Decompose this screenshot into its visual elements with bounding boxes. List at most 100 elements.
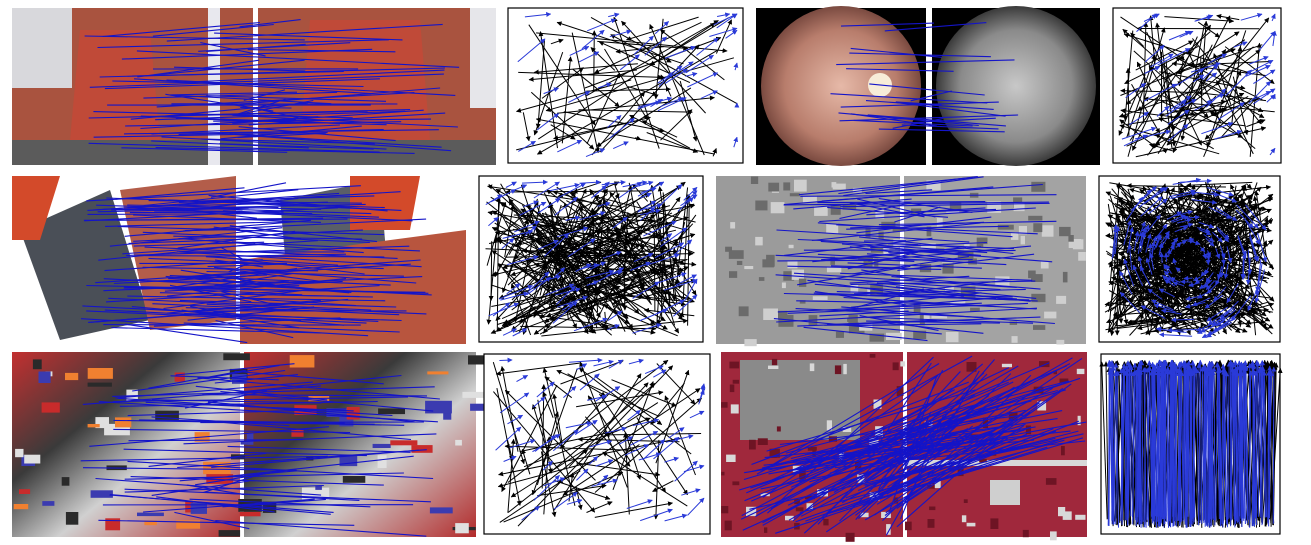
aerial-block xyxy=(1033,325,1045,330)
infrared-block xyxy=(1050,531,1057,540)
aerial-block xyxy=(832,182,837,187)
aerial-block xyxy=(1011,232,1018,240)
aerial-block xyxy=(792,270,804,280)
aerial-block xyxy=(1063,272,1068,283)
infrared-block xyxy=(893,362,899,370)
infrared-block xyxy=(846,533,855,542)
aerial-block xyxy=(1044,312,1056,319)
aerial-block xyxy=(849,315,858,324)
graffiti-stroke xyxy=(66,512,78,525)
panel-aerial-gray-pair xyxy=(716,176,1086,346)
infrared-block xyxy=(772,359,777,365)
aerial-block xyxy=(755,237,763,246)
infrared-block xyxy=(900,361,905,366)
infrared-block xyxy=(990,518,998,529)
infrared-block xyxy=(1077,369,1085,374)
infrared-block xyxy=(1046,478,1057,485)
graffiti-stroke xyxy=(14,504,29,509)
graffiti-stroke xyxy=(378,455,387,468)
aerial-block xyxy=(1028,216,1042,221)
graffiti-stroke xyxy=(65,373,78,380)
infrared-block xyxy=(726,455,736,462)
infrared-block xyxy=(929,507,935,511)
panel-graffiti-pair xyxy=(12,352,493,537)
graffiti-stroke xyxy=(240,512,261,517)
inlier-vector xyxy=(1230,360,1231,518)
graffiti-stroke xyxy=(427,371,448,374)
fountain-left-pipe xyxy=(208,8,220,165)
graffiti-stroke xyxy=(19,489,30,494)
infrared-block xyxy=(967,523,976,527)
graffiti-stroke xyxy=(115,417,131,427)
graffiti-stroke xyxy=(15,449,23,457)
infrared-block xyxy=(962,515,966,522)
graffiti-stroke xyxy=(455,440,462,446)
graffiti-stroke xyxy=(137,513,164,517)
graffiti-stroke xyxy=(62,477,70,486)
infrared-block xyxy=(764,527,767,533)
aerial-block xyxy=(768,183,779,192)
infrared-block xyxy=(1061,446,1065,455)
graffiti-stroke xyxy=(390,440,417,445)
panel-house-model-pair xyxy=(12,176,466,344)
aerial-block xyxy=(1028,271,1036,279)
infrared-block xyxy=(721,506,728,513)
infrared-block xyxy=(730,385,735,393)
aerial-block xyxy=(762,259,774,267)
inlier-vector xyxy=(1204,364,1205,523)
aerial-block xyxy=(739,306,749,316)
aerial-block xyxy=(813,296,828,300)
infrared-block xyxy=(721,472,724,476)
inlier-vector xyxy=(499,360,512,361)
infrared-block xyxy=(768,366,778,369)
aerial-block xyxy=(730,222,735,228)
aerial-block xyxy=(1056,340,1064,345)
aerial-block xyxy=(1059,227,1071,236)
outlier-vector xyxy=(594,31,595,90)
aerial-block xyxy=(827,267,841,272)
graffiti-stroke xyxy=(411,445,432,453)
graffiti-stroke xyxy=(373,444,391,448)
graffiti-stroke xyxy=(219,530,241,537)
infrared-block xyxy=(823,519,828,526)
aerial-block xyxy=(1021,236,1025,245)
infrared-block xyxy=(777,426,781,431)
graffiti-stroke xyxy=(247,433,254,445)
aerial-block xyxy=(755,201,767,211)
infrared-block xyxy=(729,362,739,369)
infrared-block xyxy=(749,440,756,450)
graffiti-stroke xyxy=(291,429,303,437)
graffiti-stroke xyxy=(91,490,113,498)
retina-angiogram-disc xyxy=(936,6,1096,166)
inlier-vector xyxy=(1273,367,1274,524)
infrared-block xyxy=(796,507,804,511)
graffiti-stroke xyxy=(223,353,250,360)
aerial-block xyxy=(782,283,786,289)
aerial-block xyxy=(814,206,828,216)
inlier-vector xyxy=(1166,253,1167,262)
infrared-block xyxy=(1002,364,1012,367)
graffiti-stroke xyxy=(33,359,42,369)
infrared-block xyxy=(843,364,847,374)
infrared-right-building xyxy=(990,480,1020,505)
graffiti-stroke xyxy=(343,476,366,483)
aerial-block xyxy=(789,245,794,248)
aerial-block xyxy=(1041,262,1049,269)
aerial-block xyxy=(946,332,959,342)
panel-fountain-pair xyxy=(12,8,496,165)
aerial-block xyxy=(799,279,806,287)
graffiti-stroke xyxy=(24,455,40,464)
aerial-block xyxy=(1078,252,1086,261)
aerial-block xyxy=(751,177,758,185)
inlier-vector xyxy=(1243,256,1244,279)
aerial-block xyxy=(836,332,844,338)
vector-field-frame-r1a xyxy=(508,8,743,163)
infrared-block xyxy=(758,438,768,445)
inlier-vector xyxy=(1159,360,1160,527)
fountain-left-sky xyxy=(12,8,72,88)
infrared-block xyxy=(870,354,876,358)
aerial-block xyxy=(1056,296,1066,304)
graffiti-stroke xyxy=(425,401,452,414)
infrared-block xyxy=(731,404,739,413)
